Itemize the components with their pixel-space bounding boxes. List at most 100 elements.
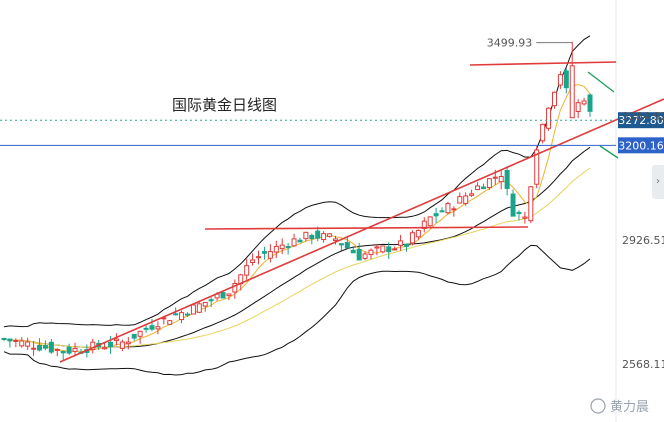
- candle-body: [398, 240, 404, 246]
- candle-body: [587, 94, 593, 112]
- candle-body: [90, 341, 96, 351]
- candle-body: [563, 70, 569, 89]
- price-tag-box: [618, 137, 664, 154]
- candle-body: [475, 185, 481, 191]
- candle-body: [220, 292, 226, 299]
- candle-body: [581, 100, 587, 105]
- candle-body: [196, 303, 202, 313]
- candle-body: [143, 327, 149, 330]
- chart-title: 国际黄金日线图: [172, 96, 277, 114]
- candle-body: [48, 341, 54, 353]
- candle-body: [119, 341, 125, 349]
- candle-body: [421, 220, 427, 229]
- candle-body: [439, 210, 445, 213]
- down-arrow-1: [587, 71, 615, 93]
- candle-body: [208, 299, 214, 302]
- candle-body: [516, 211, 522, 214]
- candle-body: [350, 249, 356, 254]
- candle-body: [569, 65, 575, 119]
- candle-body: [309, 234, 315, 240]
- candle-body: [7, 338, 13, 342]
- candle-body: [173, 313, 179, 316]
- candle-body: [250, 259, 256, 263]
- chevron-right-icon: ›: [656, 176, 660, 187]
- candle-body: [557, 74, 563, 86]
- candle-body: [486, 178, 492, 189]
- bollinger-upper-line: [3, 35, 591, 328]
- candle-body: [131, 333, 137, 339]
- candle-body: [362, 253, 368, 259]
- down-arrow-2: [599, 145, 619, 159]
- candle-body: [226, 293, 232, 297]
- candle-body: [463, 195, 469, 204]
- candle-body: [427, 216, 433, 227]
- candle-body: [66, 346, 72, 354]
- candle-body: [469, 193, 475, 196]
- candle-body: [267, 251, 273, 259]
- candle-body: [415, 229, 421, 238]
- candle-body: [256, 256, 262, 259]
- candle-body: [327, 233, 333, 237]
- candle-body: [534, 149, 540, 185]
- candle-body: [190, 304, 196, 315]
- candle-body: [13, 340, 19, 343]
- candle-body: [125, 341, 131, 345]
- watermark-label: 黄力晨: [610, 400, 649, 415]
- candle-body: [492, 176, 498, 179]
- candle-body: [303, 231, 309, 240]
- candle-body: [108, 341, 114, 348]
- candle-body: [457, 196, 463, 204]
- candle-body: [338, 243, 344, 246]
- candle-body: [1, 337, 7, 340]
- candle-body: [392, 248, 398, 251]
- candle-body: [285, 245, 291, 248]
- candle-body: [102, 347, 108, 350]
- weibo-icon: [590, 398, 606, 414]
- support-line: [204, 226, 529, 230]
- candle-body: [291, 238, 297, 247]
- ma-long-line: [3, 167, 591, 348]
- candle-body: [404, 243, 410, 247]
- candle-body: [31, 347, 37, 350]
- y-tick-label: 3284.92: [622, 110, 664, 123]
- candle-body: [498, 176, 504, 183]
- candle-body: [167, 320, 173, 325]
- candle-body: [37, 344, 43, 351]
- candle-body: [72, 347, 78, 352]
- uptrend-line: [59, 98, 664, 363]
- candle-body: [433, 213, 439, 217]
- candle-body: [279, 244, 285, 250]
- price-tag-box: [618, 112, 664, 129]
- ma-short-line: [3, 84, 591, 353]
- candle-body: [202, 301, 208, 307]
- candle-body: [380, 245, 386, 253]
- candle-body: [575, 102, 581, 112]
- candle-body: [60, 350, 66, 354]
- candle-body: [19, 340, 25, 347]
- candle-body: [155, 326, 161, 330]
- scroll-right-button[interactable]: ›: [652, 165, 664, 199]
- candle-body: [297, 239, 303, 243]
- candle-body: [480, 186, 486, 190]
- candle-body: [332, 238, 338, 242]
- candle-body: [42, 345, 48, 349]
- candle-body: [261, 251, 267, 254]
- candle-body: [232, 283, 238, 293]
- candle-body: [321, 233, 327, 241]
- candle-body: [273, 245, 279, 253]
- candle-body: [510, 193, 516, 217]
- candle-body: [551, 91, 557, 107]
- candle-body: [184, 313, 190, 316]
- resistance-line: [469, 61, 617, 66]
- candle-body: [113, 338, 119, 342]
- candle-body: [409, 232, 415, 244]
- candle-body: [528, 186, 534, 222]
- price-tag-label: 3200.16: [618, 139, 664, 152]
- candle-body: [504, 169, 510, 189]
- candle-body: [244, 265, 250, 276]
- candle-body: [368, 249, 374, 255]
- candle-body: [137, 330, 143, 337]
- bollinger-lower-line: [3, 244, 591, 376]
